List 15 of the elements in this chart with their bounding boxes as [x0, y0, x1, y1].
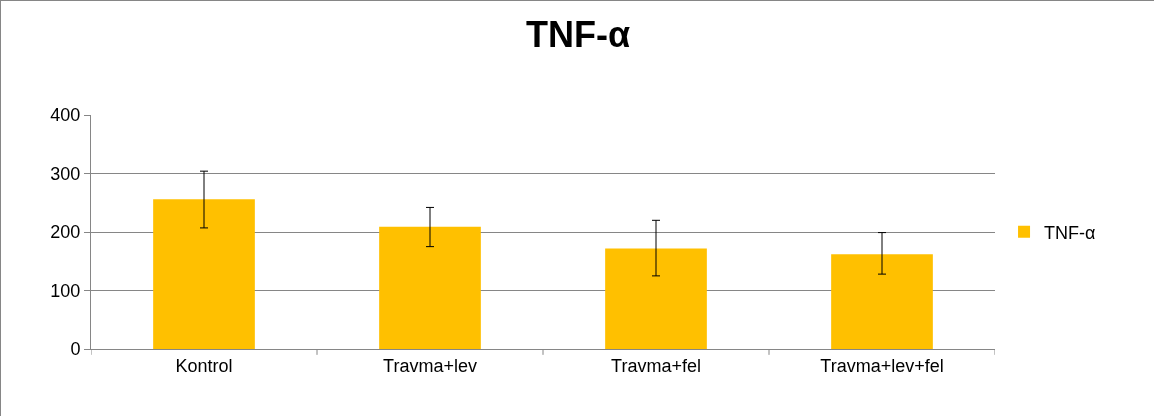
x-tick-label: Kontrol: [175, 355, 233, 376]
x-tick-label: Travma+lev+fel: [820, 355, 944, 376]
bar: [831, 254, 933, 349]
y-tick-label: 400: [50, 105, 81, 126]
y-tick-label: 300: [50, 163, 81, 184]
y-tick-label: 0: [70, 339, 81, 360]
x-tick-label: Travma+fel: [611, 355, 701, 376]
y-tick-label: 200: [50, 222, 81, 243]
bar: [605, 248, 707, 349]
bar: [153, 199, 255, 349]
y-tick-label: 100: [50, 280, 81, 301]
x-tick-label: Travma+lev: [383, 355, 477, 376]
bar: [379, 226, 481, 349]
chart-title: TNF-α: [525, 13, 631, 55]
legend-label: TNF-α: [1044, 222, 1096, 243]
